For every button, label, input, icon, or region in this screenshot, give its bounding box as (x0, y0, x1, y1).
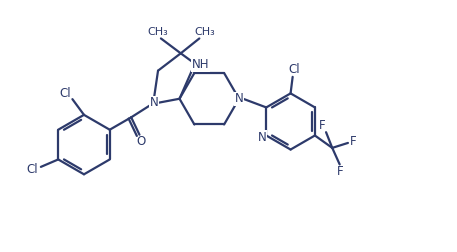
Text: NH: NH (191, 58, 209, 71)
Text: Cl: Cl (26, 163, 37, 176)
Text: N: N (234, 92, 243, 105)
Text: CH₃: CH₃ (194, 27, 215, 37)
Text: Cl: Cl (288, 63, 300, 76)
Text: F: F (319, 119, 325, 132)
Text: F: F (350, 135, 356, 148)
Text: N: N (149, 96, 158, 109)
Text: Cl: Cl (59, 87, 71, 100)
Text: F: F (337, 165, 344, 177)
Text: CH₃: CH₃ (147, 27, 168, 37)
Text: N: N (258, 131, 266, 144)
Text: O: O (137, 135, 146, 148)
